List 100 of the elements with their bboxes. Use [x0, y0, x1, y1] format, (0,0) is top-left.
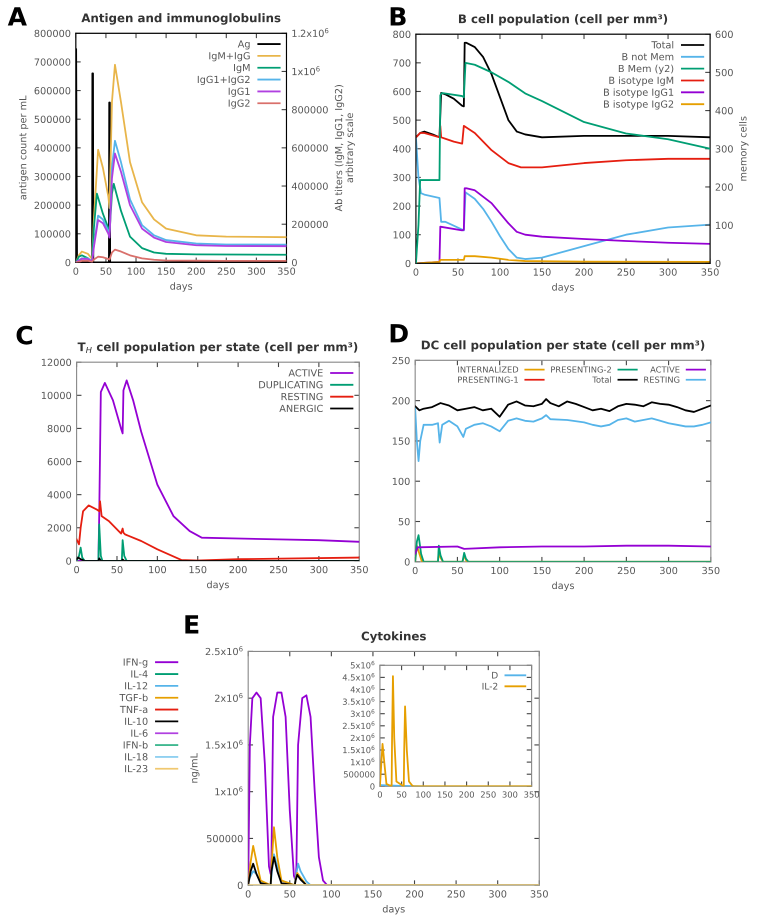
x-tick-label: 150: [534, 268, 551, 276]
y-tick-label: 4x10$^{6}$: [350, 685, 374, 693]
y2-tick-label: 0: [292, 258, 297, 266]
legend-label: B isotype IgG2: [604, 100, 674, 110]
chart-title: T$_{H}$ cell population per state (cell per mm³): [78, 342, 358, 354]
legend-label: IL-2: [482, 682, 498, 690]
y-tick-label: 2x10$^{6}$: [214, 693, 243, 702]
y-tick-label: 2000: [48, 524, 72, 532]
legend-label: IL-12: [125, 682, 148, 690]
legend-label: B isotype IgM: [609, 76, 674, 86]
x-tick-label: 100: [492, 268, 509, 276]
x-tick-label: 200: [576, 566, 593, 574]
legend-label: B Mem (y2): [618, 64, 674, 74]
y-tick-label: 150: [392, 437, 410, 445]
x-tick-label: 0: [74, 566, 80, 574]
chart-title: DC cell population per state (cell per mm³): [422, 340, 704, 352]
y-tick-label: 1.5x10$^{6}$: [206, 740, 243, 749]
legend-label: IgG1: [228, 88, 250, 97]
y-tick-label: 0: [65, 258, 70, 266]
legend-label: IL-10: [125, 718, 148, 725]
x-tick-label: 150: [438, 791, 452, 798]
legend-label: D: [492, 672, 498, 678]
legend-label: IFN-g: [124, 658, 148, 668]
y-tick-label: 50: [398, 518, 410, 526]
x-tick-label: 350: [702, 268, 719, 276]
y-tick-label: 700: [393, 59, 410, 67]
x-tick-label: 50: [452, 566, 463, 574]
legend-label: TGF-b: [119, 694, 148, 702]
x-tick-label: 250: [270, 566, 288, 574]
legend-label: IL-6: [131, 729, 148, 737]
legend-label: Ag: [238, 40, 250, 50]
x-tick-label: 350: [350, 566, 368, 574]
y-tick-label: 400000: [34, 144, 70, 152]
x-tick-label: 300: [489, 890, 506, 898]
x-tick-label: 350: [702, 566, 720, 574]
y2-tick-label: 600000: [292, 144, 328, 152]
y2-tick-label: 0: [716, 260, 720, 268]
y-tick-label: 8000: [48, 424, 72, 432]
legend-label: PRESENTING-1: [458, 376, 518, 383]
x-tick-label: 0: [73, 267, 78, 275]
x-tick-label: 250: [448, 890, 465, 898]
legend-label: IL-18: [125, 753, 148, 760]
y-tick-label: 300: [393, 174, 410, 182]
x-tick-label: 100: [323, 890, 340, 898]
x-tick-label: 350: [530, 890, 548, 898]
y-tick-label: 600: [393, 88, 410, 96]
y-tick-label: 6000: [48, 458, 72, 466]
x-tick-label: 50: [452, 268, 464, 276]
x-axis-title: days: [206, 580, 229, 590]
legend-label: IgG1+IgG2: [198, 76, 250, 85]
y-tick-label: 2.5x10$^{6}$: [206, 646, 243, 656]
y-tick-label: 2.5x10$^{6}$: [342, 721, 374, 730]
y-tick-label: 100: [394, 231, 410, 239]
x-tick-label: 100: [128, 267, 145, 275]
y-tick-label: 4.5x10$^{6}$: [342, 672, 374, 681]
legend-label: Total: [651, 40, 674, 49]
y-axis-title: ng/mL: [190, 753, 200, 783]
legend-label: ACTIVE: [650, 366, 680, 373]
y2-tick-label: 800000: [292, 106, 328, 114]
x-tick-label: 350: [524, 791, 540, 798]
y2-axis-title: Ab titers (IgM, IgG1, IgG2) arbitrary scale: [334, 85, 356, 212]
y-tick-label: 3x10$^{6}$: [350, 709, 374, 717]
x-tick-label: 150: [364, 890, 382, 898]
y2-axis-title: memory cells: [739, 116, 748, 181]
y-tick-label: 400: [392, 145, 410, 153]
x-tick-label: 50: [100, 267, 112, 275]
x-tick-label: 150: [158, 267, 175, 275]
y2-tick-label: 200000: [292, 220, 328, 228]
chart-title: Cytokines: [362, 631, 426, 643]
y-tick-label: 200: [393, 202, 410, 210]
y-tick-label: 800: [393, 30, 410, 38]
x-tick-label: 250: [618, 566, 635, 574]
y-tick-label: 0: [66, 557, 72, 565]
legend-label: Total: [592, 376, 611, 383]
y2-tick-label: 1.2x10$^{6}$: [292, 28, 328, 38]
x-tick-label: 300: [248, 267, 266, 275]
legend-label: ANERGIC: [279, 404, 323, 412]
legend-label: IgG2: [228, 99, 250, 109]
y-tick-label: 600000: [34, 87, 70, 94]
x-tick-label: 100: [491, 566, 508, 574]
y-tick-label: 0: [370, 783, 375, 790]
y-tick-label: 300000: [34, 172, 70, 180]
y2-tick-label: 500: [716, 68, 733, 76]
text: D: [390, 324, 408, 342]
y-tick-label: 500000: [344, 771, 375, 778]
legend-label: RESTING: [282, 392, 322, 400]
x-tick-label: 50: [112, 566, 123, 574]
x-tick-label: 300: [502, 791, 518, 798]
x-tick-label: 200: [575, 268, 593, 276]
legend-label: B isotype IgG1: [604, 88, 674, 98]
y2-tick-label: 600: [716, 30, 733, 38]
legend-label: B not Mem: [622, 53, 674, 60]
y-tick-label: 10000: [42, 392, 72, 400]
y-tick-label: 100000: [34, 230, 70, 238]
y-tick-label: 800000: [34, 30, 70, 38]
y-tick-label: 100: [392, 478, 410, 486]
text: A: [8, 7, 27, 26]
x-tick-label: 50: [284, 890, 296, 898]
y-tick-label: 1.5x10$^{6}$: [343, 746, 374, 754]
legend-label: TNF-a: [120, 706, 148, 714]
